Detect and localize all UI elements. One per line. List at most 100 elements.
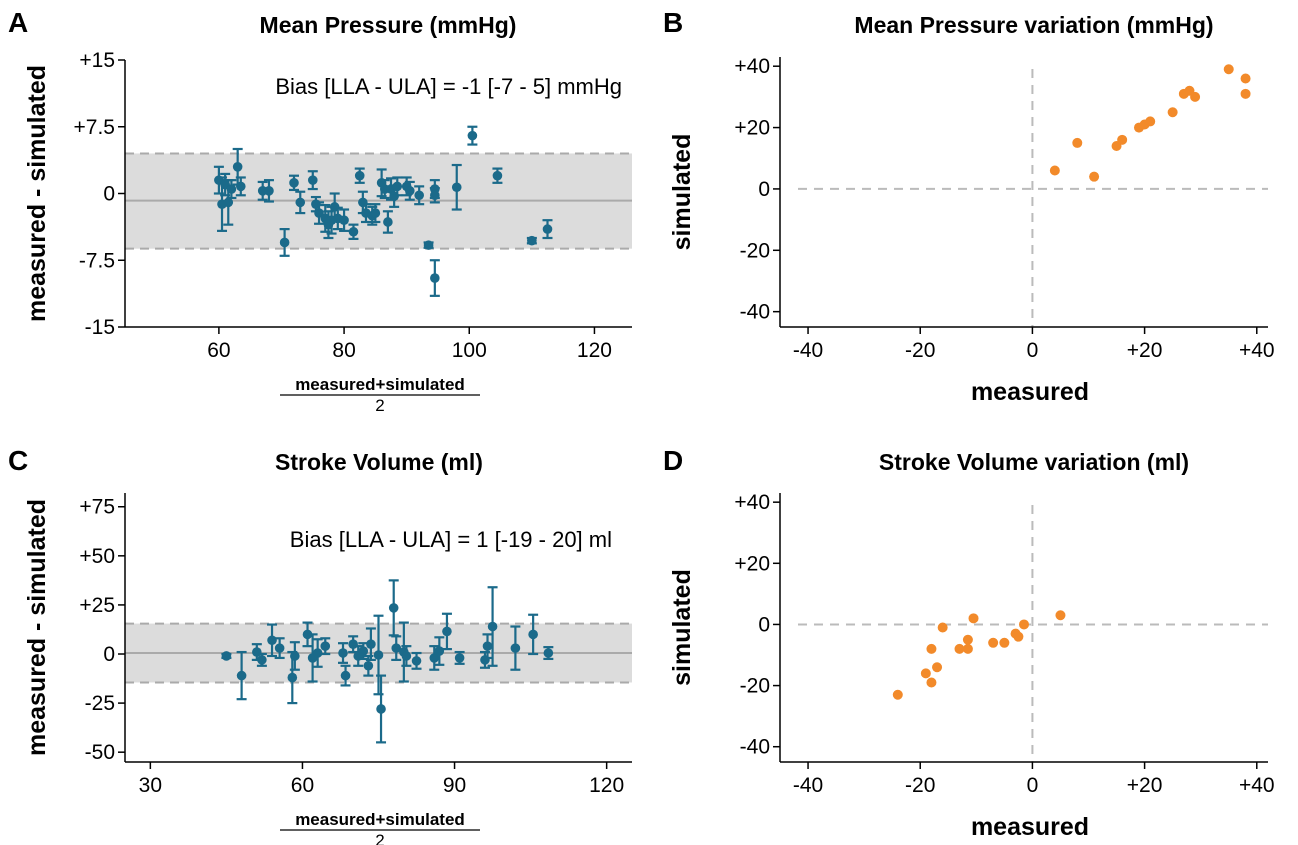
data-point <box>434 646 445 656</box>
data-point <box>348 226 359 237</box>
data-point <box>988 637 999 648</box>
data-point <box>376 704 386 714</box>
data-point <box>348 639 358 649</box>
data-point <box>932 662 943 673</box>
data-point <box>482 641 493 651</box>
y-tick-label: -40 <box>740 301 770 324</box>
x-tick-label: 30 <box>139 774 162 797</box>
chart-title: Stroke Volume (ml) <box>275 449 483 475</box>
y-tick-label: -15 <box>85 316 115 339</box>
data-point <box>404 186 415 196</box>
panel-c: C Stroke Volume (ml) +75 +50 +25 0 -25 -50 30 6… <box>8 445 632 845</box>
data-point <box>430 273 440 283</box>
y-tick-label: +20 <box>734 117 770 140</box>
data-point <box>1089 171 1100 182</box>
data-point <box>391 643 402 653</box>
x-axis-label-denominator: 2 <box>375 831 384 845</box>
data-point <box>414 190 424 201</box>
chart-title: Mean Pressure (mmHg) <box>260 12 517 38</box>
y-tick-label: +20 <box>734 552 770 575</box>
data-point <box>339 215 349 225</box>
data-point <box>302 629 313 640</box>
data-point <box>235 181 246 192</box>
y-tick-label: -20 <box>740 675 770 698</box>
panel-label-d: D <box>663 445 683 476</box>
data-point <box>236 670 247 681</box>
data-point <box>926 643 937 654</box>
x-axis-label: measured <box>971 813 1089 841</box>
data-point <box>487 621 498 632</box>
data-point <box>1072 137 1083 148</box>
y-axis-label: measured - simulated <box>23 499 51 756</box>
x-tick-label: -40 <box>793 774 823 797</box>
y-tick-label: 0 <box>103 183 115 206</box>
panel-a: A Mean Pressure (mmHg) +15 +7.5 0 -7.5 -15 60… <box>8 7 632 415</box>
data-point <box>892 689 903 700</box>
y-tick-label: -7.5 <box>79 249 115 272</box>
x-axis-label-numerator: measured+simulated <box>295 375 465 394</box>
bias-annotation: Bias [LLA - ULA] = 1 [-19 - 20] ml <box>290 527 612 552</box>
data-point <box>320 641 331 651</box>
y-tick-label: -50 <box>85 741 115 764</box>
x-tick-label: -20 <box>905 774 935 797</box>
data-point <box>528 629 538 640</box>
data-point <box>307 175 318 185</box>
data-point <box>1167 107 1178 118</box>
data-point <box>290 651 300 661</box>
data-point <box>340 670 351 681</box>
chart-title: Mean Pressure variation (mmHg) <box>854 12 1213 38</box>
x-axis-label-denominator: 2 <box>375 396 384 415</box>
panel-d: D Stroke Volume variation (ml) +40 +20 0 -2… <box>663 445 1275 841</box>
data-point <box>267 635 277 646</box>
data-point <box>401 651 412 661</box>
data-point <box>257 655 267 665</box>
data-point <box>287 672 298 683</box>
data-point <box>926 677 937 688</box>
data-point <box>962 643 973 654</box>
y-tick-label: +7.5 <box>74 116 115 139</box>
y-tick-label: 0 <box>758 613 770 636</box>
data-point <box>510 643 521 653</box>
x-tick-label: 60 <box>207 339 230 362</box>
x-axis-label: measured <box>971 378 1089 406</box>
x-tick-label: +40 <box>1239 339 1275 362</box>
data-point <box>388 603 399 613</box>
panel-b: B Mean Pressure variation (mmHg) +40 +20 0… <box>663 7 1275 406</box>
data-point <box>999 637 1010 648</box>
data-point <box>920 668 931 679</box>
x-tick-label: +40 <box>1239 774 1275 797</box>
y-tick-label: 0 <box>103 643 115 666</box>
data-point <box>454 653 465 663</box>
data-point <box>358 646 369 656</box>
y-axis-label: measured - simulated <box>23 65 51 322</box>
data-point <box>1240 88 1251 99</box>
data-point <box>411 656 422 666</box>
data-point <box>1190 91 1201 102</box>
x-axis-label-numerator: measured+simulated <box>295 810 465 829</box>
data-point <box>312 648 323 658</box>
data-point <box>226 184 237 194</box>
data-point <box>370 208 381 218</box>
data-point <box>1223 64 1234 75</box>
y-tick-label: -20 <box>740 239 770 262</box>
y-tick-label: +75 <box>79 496 115 519</box>
x-tick-label: 0 <box>1027 339 1039 362</box>
x-tick-label: 0 <box>1027 774 1039 797</box>
data-point <box>264 186 274 196</box>
data-point <box>1013 631 1024 642</box>
data-point <box>289 178 299 188</box>
y-tick-label: -40 <box>740 736 770 759</box>
x-tick-label: 90 <box>443 774 466 797</box>
data-point <box>1145 116 1156 127</box>
x-tick-label: 120 <box>577 339 612 362</box>
panel-label-a: A <box>8 7 28 38</box>
data-point <box>429 653 440 663</box>
data-point <box>442 626 452 637</box>
data-point <box>232 162 243 172</box>
x-tick-label: +20 <box>1127 339 1163 362</box>
x-tick-label: -40 <box>793 339 823 362</box>
data-point <box>968 613 979 624</box>
data-point <box>274 643 285 653</box>
data-point <box>1019 619 1029 630</box>
data-point <box>366 639 376 649</box>
